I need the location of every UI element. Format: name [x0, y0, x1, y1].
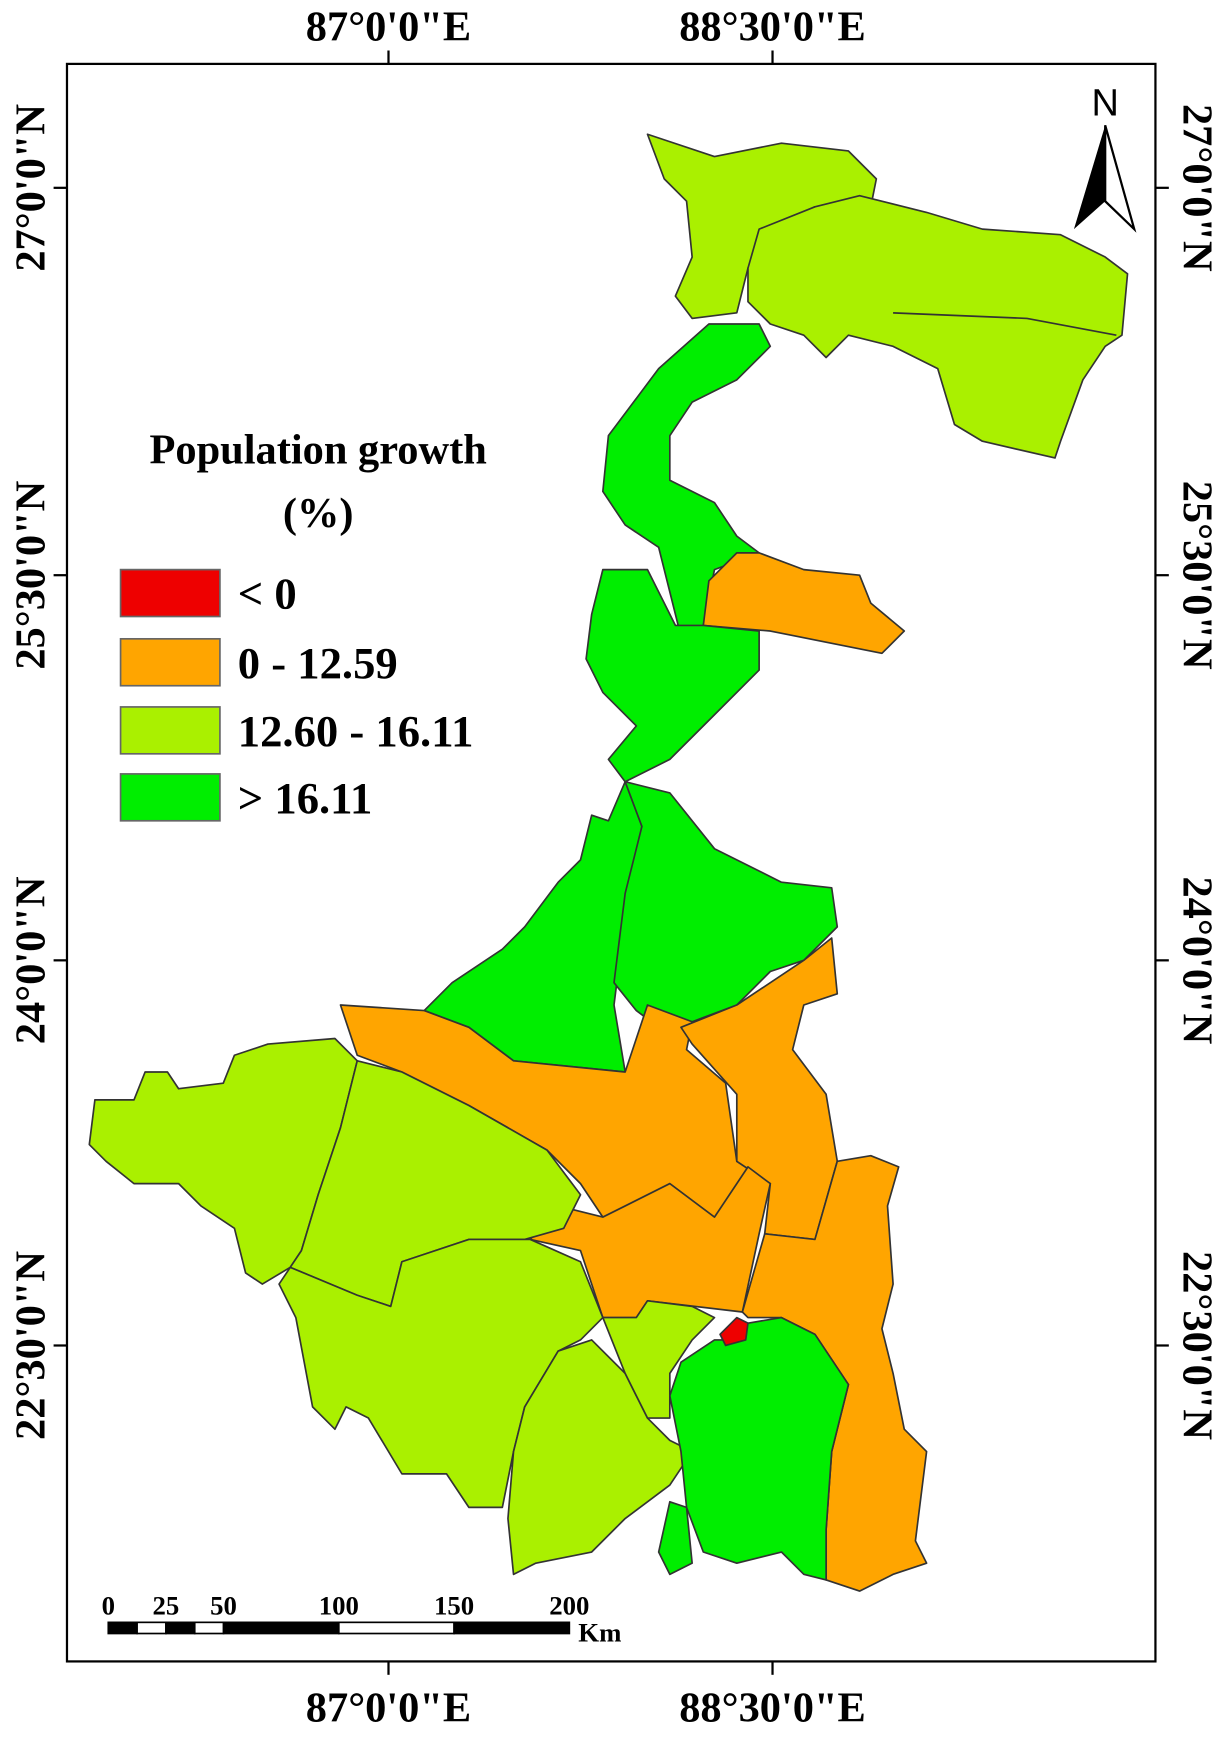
latitude-label: 22°30'0"N [8, 1251, 55, 1440]
legend-unit: (%) [283, 490, 354, 537]
region [719, 1316, 749, 1347]
region [529, 1166, 772, 1319]
region [601, 1299, 716, 1419]
legend-swatch [119, 568, 221, 618]
region [657, 1500, 693, 1576]
scale-segment [165, 1621, 196, 1635]
scale-label: 150 [434, 1591, 474, 1621]
latitude-label: 25°30'0"N [8, 480, 55, 669]
scale-label: 100 [319, 1591, 359, 1621]
longitude-label: 88°30'0"E [679, 1685, 866, 1732]
scale-label: 50 [210, 1591, 237, 1621]
scale-label: 0 [102, 1591, 115, 1621]
scale-segment [193, 1621, 225, 1635]
latitude-label: 24°0'0"N [1173, 876, 1220, 1044]
scale-segment [222, 1621, 340, 1635]
region [613, 780, 839, 1029]
regions [88, 133, 1129, 1592]
region [680, 937, 839, 1241]
north-label: N [1091, 82, 1118, 124]
legend-label: > 16.11 [238, 773, 373, 823]
scale-segment [107, 1621, 138, 1635]
scale-label: 200 [549, 1591, 589, 1621]
region [702, 552, 906, 655]
longitude-label: 88°30'0"E [679, 3, 866, 50]
legend-swatch [119, 773, 221, 822]
latitude-label: 27°0'0"N [8, 104, 55, 272]
north-arrow-half [1104, 125, 1137, 233]
latitude-label: 24°0'0"N [8, 876, 55, 1044]
legend-label: 12.60 - 16.11 [238, 706, 474, 756]
north-arrow: N [1073, 82, 1137, 233]
latitude-label: 22°30'0"N [1173, 1251, 1220, 1440]
latitude-label: 27°0'0"N [1173, 104, 1220, 272]
latitude-label: 25°30'0"N [1173, 481, 1220, 670]
legend-label: < 0 [238, 569, 297, 619]
legend-swatch [119, 706, 221, 755]
scale-segment [453, 1621, 571, 1635]
longitude-label: 87°0'0"E [306, 3, 471, 50]
north-arrow-half [1073, 125, 1106, 230]
scale-label: 25 [153, 1591, 180, 1621]
scale-unit: Km [578, 1617, 621, 1647]
region [668, 1316, 850, 1581]
region [585, 568, 760, 783]
region [747, 194, 1129, 459]
longitude-label: 87°0'0"E [306, 1685, 471, 1732]
scale-segment [337, 1621, 455, 1635]
region-border [893, 312, 1117, 337]
legend-title: Population growth [149, 427, 486, 474]
map-frame [65, 62, 1157, 1663]
scale-segment [136, 1621, 167, 1635]
coordinate-labels: 87°0'0"E 88°30'0"E 87°0'0"E 88°30'0"E 27°0'0… [8, 3, 1221, 1731]
legend: < 0 0 - 12.59 12.60 - 16.11 > 16.11 [119, 568, 474, 823]
legend-label: 0 - 12.59 [238, 638, 398, 688]
legend-swatch [119, 637, 221, 687]
